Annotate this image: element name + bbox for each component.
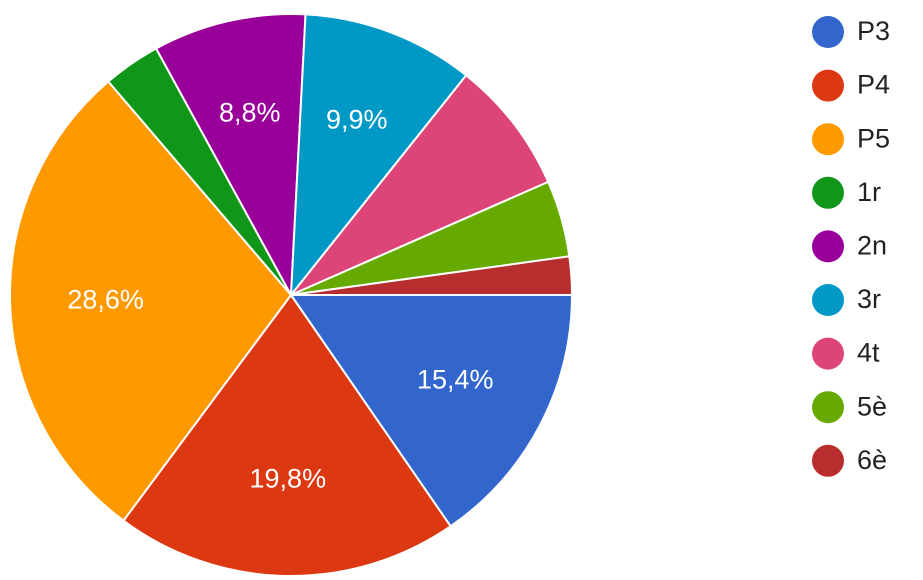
legend-swatch <box>812 230 844 263</box>
legend-swatch <box>812 16 844 48</box>
pie-slice <box>290 255 574 296</box>
legend-label: 3r <box>857 284 881 314</box>
pie-slice <box>154 13 307 299</box>
legend-label: 2n <box>857 231 887 261</box>
legend-label: 4t <box>857 338 880 368</box>
pie-slice <box>9 80 293 523</box>
legend-swatch <box>812 444 844 477</box>
legend-label: 1r <box>857 177 881 207</box>
slice-label: 28,6% <box>67 285 144 315</box>
slice-label: 15,4% <box>417 364 494 394</box>
legend-swatch <box>812 123 844 156</box>
slice-label: 19,8% <box>250 464 327 494</box>
legend-swatch <box>812 284 844 316</box>
legend-swatch <box>812 176 844 209</box>
legend-label: 5è <box>857 391 887 421</box>
legend-label: P5 <box>857 123 890 153</box>
legend-swatch <box>812 337 844 370</box>
pie-slice <box>289 294 574 528</box>
legend-swatch <box>812 391 844 424</box>
slice-label: 8,8% <box>219 97 281 127</box>
legend-label: P4 <box>857 70 890 100</box>
pie-slice <box>289 13 468 299</box>
pie-slice <box>122 293 453 577</box>
slice-label: 9,9% <box>326 105 388 135</box>
legend-swatch <box>812 69 844 102</box>
legend-label: P3 <box>857 16 890 46</box>
legend-label: 6è <box>857 445 887 475</box>
pie-slice <box>290 73 550 296</box>
